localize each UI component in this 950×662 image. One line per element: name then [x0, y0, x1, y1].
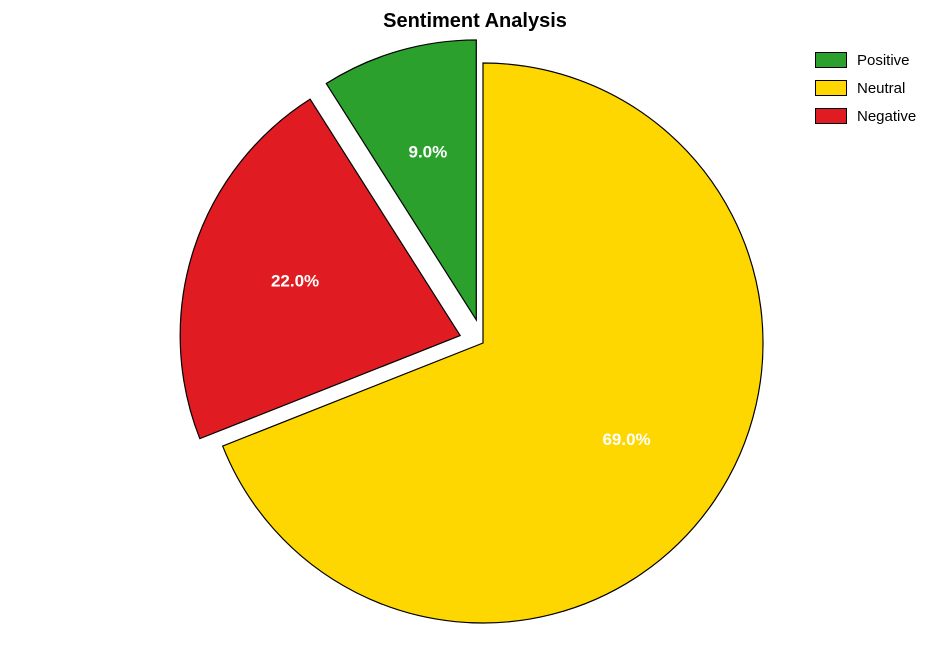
pie-chart: 69.0% 22.0% 9.0%: [0, 0, 950, 662]
legend-label: Negative: [857, 108, 916, 125]
pie-label-negative: 22.0%: [271, 271, 319, 290]
legend: Positive Neutral Negative: [815, 48, 916, 132]
pie-label-positive: 9.0%: [408, 143, 447, 162]
chart-container: Sentiment Analysis 69.0%22.0%9.0% Positi…: [0, 0, 950, 662]
legend-item-negative: Negative: [815, 104, 916, 128]
legend-swatch: [815, 52, 847, 68]
legend-item-positive: Positive: [815, 48, 916, 72]
legend-label: Positive: [857, 52, 910, 69]
legend-swatch: [815, 108, 847, 124]
legend-item-neutral: Neutral: [815, 76, 916, 100]
legend-swatch: [815, 80, 847, 96]
legend-label: Neutral: [857, 80, 905, 97]
pie-label-neutral: 69.0%: [602, 430, 650, 449]
